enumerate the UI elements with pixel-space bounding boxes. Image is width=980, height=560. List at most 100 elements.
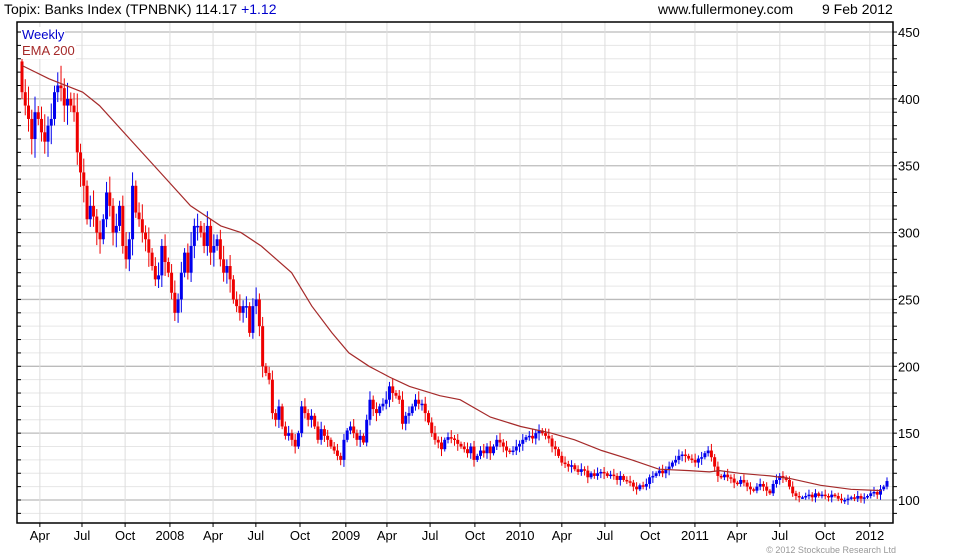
candle-down <box>592 473 596 476</box>
candle-down <box>400 399 404 424</box>
candle-down <box>371 399 375 410</box>
candle-up <box>287 433 291 436</box>
candle-down <box>30 118 34 139</box>
y-tick-label: 200 <box>898 359 920 374</box>
candle-up <box>524 437 528 440</box>
candle-up <box>537 430 541 434</box>
chart-title: Topix: Banks Index (TPNBNK) 114.17 +1.12 <box>4 1 277 17</box>
candle-up <box>700 457 704 459</box>
candle-down <box>583 469 587 471</box>
candle-down <box>544 433 548 436</box>
candle-down <box>729 477 733 479</box>
candle-up <box>300 406 304 434</box>
candle-down <box>27 105 31 119</box>
candle-up <box>131 185 135 240</box>
candle-up <box>384 399 388 404</box>
candle-up <box>413 399 417 407</box>
candle-down <box>453 438 456 440</box>
candle-down <box>397 395 401 400</box>
title-text: Topix: Banks Index (TPNBNK) <box>4 1 192 17</box>
candle-down <box>140 219 144 233</box>
candle-down <box>576 469 580 472</box>
candle-down <box>635 486 639 490</box>
candle-up <box>56 85 60 93</box>
candle-up <box>179 272 183 300</box>
site-link[interactable]: www.fullermoney.com <box>658 1 794 17</box>
candle-up <box>596 473 600 476</box>
candle-down <box>641 485 645 487</box>
candle-down <box>391 386 395 394</box>
candle-down <box>228 266 232 280</box>
candle-down <box>339 455 343 460</box>
candle-up <box>677 455 681 460</box>
candle-down <box>85 185 89 220</box>
candle-up <box>368 399 372 420</box>
candle-up <box>778 475 782 480</box>
candle-up <box>862 497 866 499</box>
candle-down <box>150 252 154 267</box>
candle-down <box>735 482 739 485</box>
candle-down <box>355 433 359 440</box>
candle-up <box>680 454 684 457</box>
candle-up <box>651 475 655 478</box>
candle-down <box>202 232 206 246</box>
candle-down <box>875 491 879 495</box>
candle-up <box>404 415 408 424</box>
candle-up <box>365 419 369 443</box>
candle-down <box>92 205 96 217</box>
candle-up <box>830 494 834 498</box>
candle-down <box>69 98 73 106</box>
candle-down <box>231 279 235 300</box>
candle-down <box>222 259 226 273</box>
candle-down <box>270 379 274 414</box>
candle-up <box>703 453 707 458</box>
candle-down <box>859 495 863 499</box>
candle-down <box>482 450 486 454</box>
candle-up <box>495 439 499 447</box>
candle-up <box>644 483 648 487</box>
candle-up <box>479 450 483 456</box>
candle-up <box>160 245 164 276</box>
candle-down <box>719 475 723 478</box>
candle-down <box>261 326 265 367</box>
candle-up <box>420 403 424 406</box>
candle-up <box>244 306 248 308</box>
candle-up <box>66 98 70 106</box>
candle-up <box>33 112 37 139</box>
candle-down <box>257 299 261 327</box>
x-tick-label: Apr <box>30 528 51 543</box>
candle-up <box>706 450 710 454</box>
candle-up <box>254 299 258 307</box>
candle-down <box>462 446 466 450</box>
candle-down <box>501 442 505 447</box>
candle-down <box>810 494 814 498</box>
candle-up <box>579 469 583 472</box>
candle-down <box>417 399 421 404</box>
candle-down <box>547 435 551 439</box>
candle-down <box>166 262 170 273</box>
candle-up <box>225 266 229 273</box>
x-tick-label: 2012 <box>855 528 884 543</box>
candle-up <box>518 443 522 447</box>
candle-down <box>553 446 557 450</box>
candle-down <box>199 225 203 233</box>
candle-down <box>108 192 112 206</box>
candle-up <box>820 494 824 497</box>
candle-down <box>752 489 756 491</box>
candle-up <box>101 219 105 240</box>
candle-down <box>23 92 27 106</box>
x-tick-label: Jul <box>248 528 265 543</box>
candle-down <box>329 439 333 447</box>
candle-down <box>313 415 317 427</box>
candle-down <box>683 454 687 457</box>
candle-down <box>59 85 63 89</box>
candle-up <box>807 494 811 497</box>
y-tick-label: 450 <box>898 25 920 40</box>
candle-up <box>722 474 726 478</box>
candle-down <box>352 426 356 434</box>
candle-down <box>566 463 570 467</box>
candle-down <box>303 406 307 414</box>
x-tick-label: 2011 <box>681 528 709 543</box>
y-tick-label: 400 <box>898 92 920 107</box>
plot-border <box>16 21 894 524</box>
